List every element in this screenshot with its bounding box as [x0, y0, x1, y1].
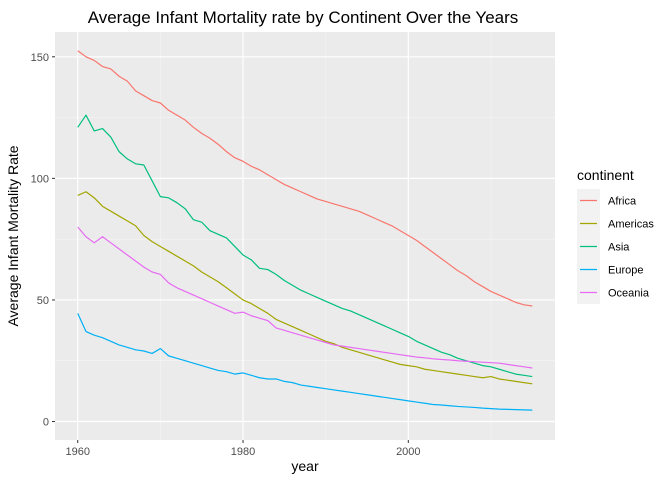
x-tick-label: 1980 — [231, 446, 255, 458]
y-tick-label: 0 — [43, 417, 49, 429]
y-tick-label: 150 — [31, 52, 49, 64]
y-tick-label: 100 — [31, 173, 49, 185]
legend: continent Africa Americas Asia Europe Oceani… — [577, 167, 654, 304]
y-tick-label: 50 — [37, 295, 49, 307]
series-layer — [77, 50, 533, 411]
x-axis-title: year — [291, 458, 319, 474]
series-line-oceania — [77, 226, 533, 369]
plot-panel — [55, 32, 555, 440]
series-line-europe — [77, 313, 533, 411]
series-line-africa — [77, 50, 533, 307]
legend-label-europe: Europe — [608, 265, 643, 277]
x-tick-label: 2000 — [396, 446, 420, 458]
series-line-asia — [77, 114, 533, 378]
legend-title: continent — [577, 167, 634, 183]
x-tick-label: 1960 — [65, 446, 89, 458]
legend-label-americas: Americas — [608, 219, 654, 231]
axis-layer: 1960 1980 2000 0 50 100 150 — [31, 52, 421, 458]
series-line-americas — [77, 191, 533, 385]
chart-title: Average Infant Mortality rate by Contine… — [88, 8, 519, 27]
legend-label-asia: Asia — [608, 242, 630, 254]
legend-label-oceania: Oceania — [608, 288, 650, 300]
y-axis-title: Average Infant Mortality Rate — [5, 145, 21, 326]
legend-label-africa: Africa — [608, 196, 637, 208]
